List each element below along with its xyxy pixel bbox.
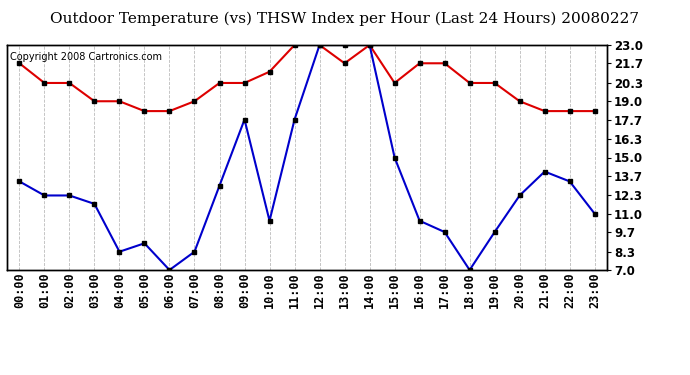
Text: Copyright 2008 Cartronics.com: Copyright 2008 Cartronics.com [10,52,162,62]
Text: Outdoor Temperature (vs) THSW Index per Hour (Last 24 Hours) 20080227: Outdoor Temperature (vs) THSW Index per … [50,11,640,26]
